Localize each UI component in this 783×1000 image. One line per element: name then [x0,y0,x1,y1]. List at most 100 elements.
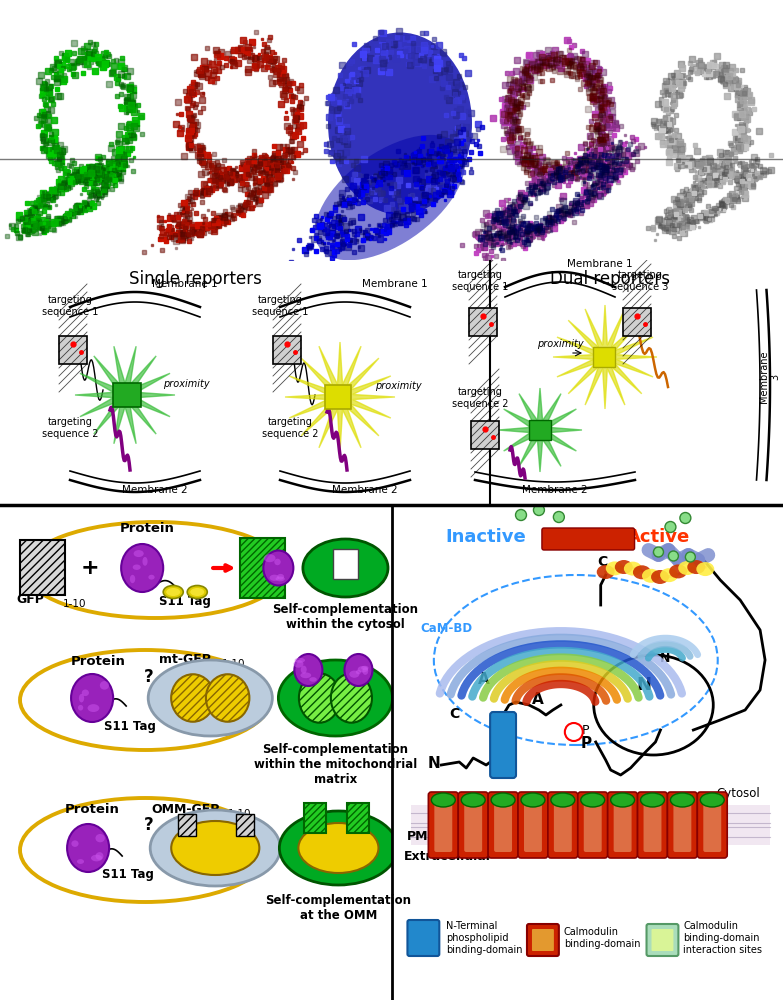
Text: Inactive: Inactive [446,528,526,546]
Text: P: P [582,724,590,737]
Text: S11 Tag: S11 Tag [159,595,211,608]
FancyBboxPatch shape [488,792,518,858]
FancyBboxPatch shape [518,792,548,858]
Ellipse shape [134,550,144,557]
Bar [240,538,285,598]
Ellipse shape [79,694,84,702]
Bar [348,803,370,833]
Ellipse shape [132,564,141,570]
Bar [236,814,254,836]
Text: Calmodulin
binding-domain: Calmodulin binding-domain [564,927,640,949]
Circle shape [680,512,691,524]
Text: Membrane 1: Membrane 1 [567,259,633,269]
Ellipse shape [301,672,311,678]
Text: 1-10: 1-10 [222,659,246,669]
Text: targeting
sequence 2: targeting sequence 2 [262,417,318,439]
Ellipse shape [345,654,373,686]
Circle shape [515,510,526,520]
Ellipse shape [551,793,575,807]
Ellipse shape [624,562,642,576]
FancyBboxPatch shape [524,798,542,852]
Text: N-Terminal
phospholipid
binding-domain: N-Terminal phospholipid binding-domain [446,921,523,955]
Ellipse shape [71,840,78,847]
Bar [113,383,141,407]
Ellipse shape [687,560,705,574]
Ellipse shape [163,585,183,598]
Text: Active: Active [627,528,690,546]
Text: Membrane 1: Membrane 1 [363,279,428,289]
FancyBboxPatch shape [532,929,554,951]
Circle shape [665,522,676,532]
Ellipse shape [148,575,154,580]
Ellipse shape [96,834,105,842]
FancyBboxPatch shape [527,924,559,956]
Bar [623,308,651,336]
Ellipse shape [299,673,340,723]
Ellipse shape [171,674,215,722]
Ellipse shape [187,585,207,598]
FancyBboxPatch shape [578,792,608,858]
Ellipse shape [278,660,392,736]
Ellipse shape [642,569,660,583]
Text: targeting
sequence 3: targeting sequence 3 [612,270,668,292]
FancyBboxPatch shape [698,792,727,858]
FancyBboxPatch shape [554,798,572,852]
Polygon shape [285,342,395,452]
Text: GFP: GFP [16,593,44,606]
Circle shape [685,552,695,562]
Text: Protein: Protein [120,522,175,535]
FancyBboxPatch shape [667,792,698,858]
Bar [20,540,65,595]
Bar [469,308,497,336]
Circle shape [533,504,544,516]
FancyBboxPatch shape [428,792,458,858]
Ellipse shape [361,666,369,670]
Ellipse shape [349,671,359,678]
Text: N: N [636,676,651,694]
Ellipse shape [309,677,317,682]
Ellipse shape [597,565,615,579]
Text: PM: PM [406,830,428,843]
Ellipse shape [606,561,624,575]
Text: Self-complementation
at the OMM: Self-complementation at the OMM [265,894,411,922]
FancyBboxPatch shape [608,792,637,858]
Ellipse shape [166,588,180,596]
Ellipse shape [269,575,280,581]
Bar [529,420,551,440]
Text: A: A [478,672,490,687]
Text: P: P [580,736,591,751]
Text: proximity: proximity [536,339,583,349]
Ellipse shape [77,859,84,864]
Ellipse shape [651,570,669,584]
Text: Extracellular: Extracellular [403,850,493,863]
Text: Calmodulin
binding-domain
interaction sites: Calmodulin binding-domain interaction si… [684,921,763,955]
Ellipse shape [363,667,368,675]
Ellipse shape [88,704,99,712]
Ellipse shape [100,681,109,690]
Text: A: A [532,692,544,707]
Ellipse shape [294,660,304,668]
Text: Membrane 2: Membrane 2 [522,485,588,495]
Ellipse shape [150,810,280,886]
Text: proximity: proximity [375,381,421,391]
Ellipse shape [355,670,361,674]
Ellipse shape [263,550,294,585]
Text: 1-10: 1-10 [63,599,87,609]
Ellipse shape [315,135,465,260]
Ellipse shape [276,577,285,581]
Ellipse shape [461,793,485,807]
Circle shape [654,547,663,557]
Ellipse shape [633,565,651,579]
Circle shape [565,723,583,741]
Ellipse shape [148,660,272,736]
Ellipse shape [206,674,249,722]
Text: mt-GFP: mt-GFP [159,653,211,666]
Ellipse shape [615,560,633,574]
Text: +: + [81,558,99,578]
Text: ?: ? [143,668,153,686]
Polygon shape [75,346,175,444]
Text: targeting
sequence 2: targeting sequence 2 [41,417,98,439]
Ellipse shape [669,564,687,578]
Bar [411,805,770,845]
Ellipse shape [298,823,378,873]
